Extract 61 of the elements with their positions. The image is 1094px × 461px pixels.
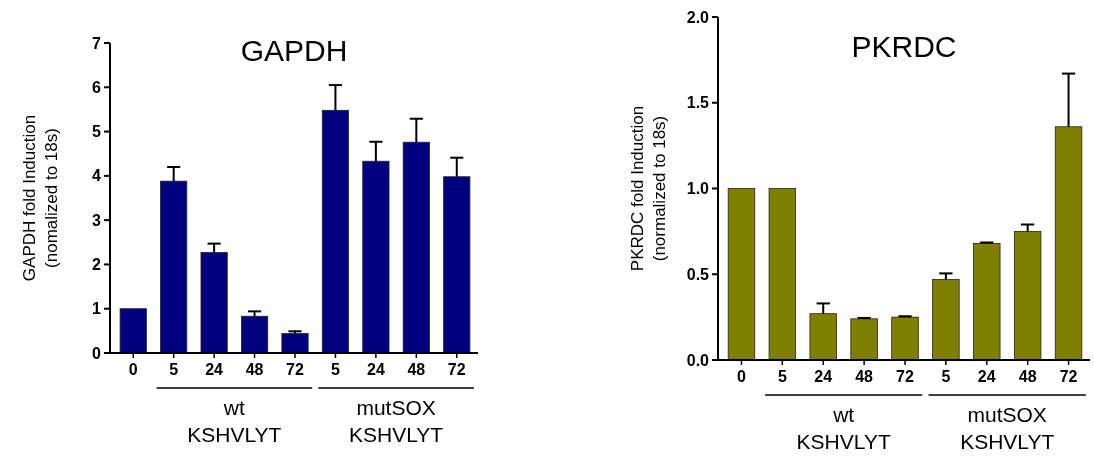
- bar: [160, 180, 188, 354]
- y-tick-label: 2.0: [686, 8, 710, 26]
- x-tick-label: 5: [330, 361, 340, 378]
- x-tick-label: 5: [169, 361, 179, 378]
- x-tick-label: 72: [286, 361, 304, 378]
- x-tick-label: 72: [447, 361, 466, 378]
- x-tick-label: 5: [941, 368, 951, 385]
- bar: [321, 109, 349, 354]
- bar: [727, 188, 756, 361]
- bar: [281, 333, 309, 354]
- bar: [200, 252, 228, 354]
- bar: [973, 242, 1001, 361]
- text: KSHVLYT: [349, 423, 444, 446]
- bar: [241, 315, 269, 354]
- bar: [402, 141, 430, 354]
- bar: [850, 318, 878, 361]
- bar: [443, 176, 471, 354]
- bar: [1054, 126, 1083, 361]
- x-tick-label: 72: [1059, 368, 1078, 385]
- text: mutSOX: [356, 396, 436, 419]
- x-tick-label: 72: [896, 368, 914, 385]
- bar: [891, 316, 919, 361]
- x-tick-label: 24: [366, 361, 385, 378]
- bar: [768, 188, 797, 361]
- x-tick-label: 24: [205, 361, 224, 378]
- y-tick-label: 1.0: [686, 180, 710, 198]
- y-tick-label: 2: [92, 256, 102, 274]
- chart-title: GAPDH: [240, 34, 348, 67]
- y-tick-label: 1: [92, 300, 102, 318]
- text: KSHVLYT: [960, 430, 1055, 453]
- text: mutSOX: [967, 403, 1047, 426]
- y-tick-label: 4: [92, 167, 102, 185]
- bar: [119, 308, 147, 354]
- y-tick-label: 1.5: [686, 94, 710, 112]
- text: KSHVLYT: [187, 423, 282, 446]
- x-tick-label: 0: [128, 361, 138, 378]
- x-tick-label: 0: [737, 368, 747, 385]
- y-tick-label: 0.5: [686, 265, 710, 283]
- x-tick-label: 24: [977, 368, 996, 385]
- y-tick-label: 6: [92, 78, 102, 96]
- bar: [362, 160, 390, 354]
- text: wt: [832, 403, 855, 426]
- y-axis-title: PKRDC fold Induction (normalized to 18s): [628, 105, 669, 272]
- x-tick-label: 48: [407, 361, 426, 378]
- x-tick-label: 48: [245, 361, 264, 378]
- x-tick-label: 5: [777, 368, 787, 385]
- bar: [1013, 230, 1042, 361]
- y-tick-label: 0: [92, 344, 102, 362]
- y-tick-label: 0.0: [686, 351, 710, 369]
- x-tick-label: 48: [1018, 368, 1037, 385]
- bar: [809, 313, 837, 361]
- text: wt: [222, 396, 245, 419]
- chart-title: PKRDC: [851, 30, 957, 63]
- y-tick-label: 5: [92, 123, 102, 141]
- y-tick-label: 7: [92, 34, 102, 52]
- bar: [932, 279, 960, 361]
- text: KSHVLYT: [796, 430, 891, 453]
- x-tick-label: 24: [814, 368, 833, 385]
- y-axis-title: GAPDH fold Induction (nomalized to 18s): [20, 114, 61, 282]
- x-tick-label: 48: [855, 368, 874, 385]
- y-tick-label: 3: [92, 211, 102, 229]
